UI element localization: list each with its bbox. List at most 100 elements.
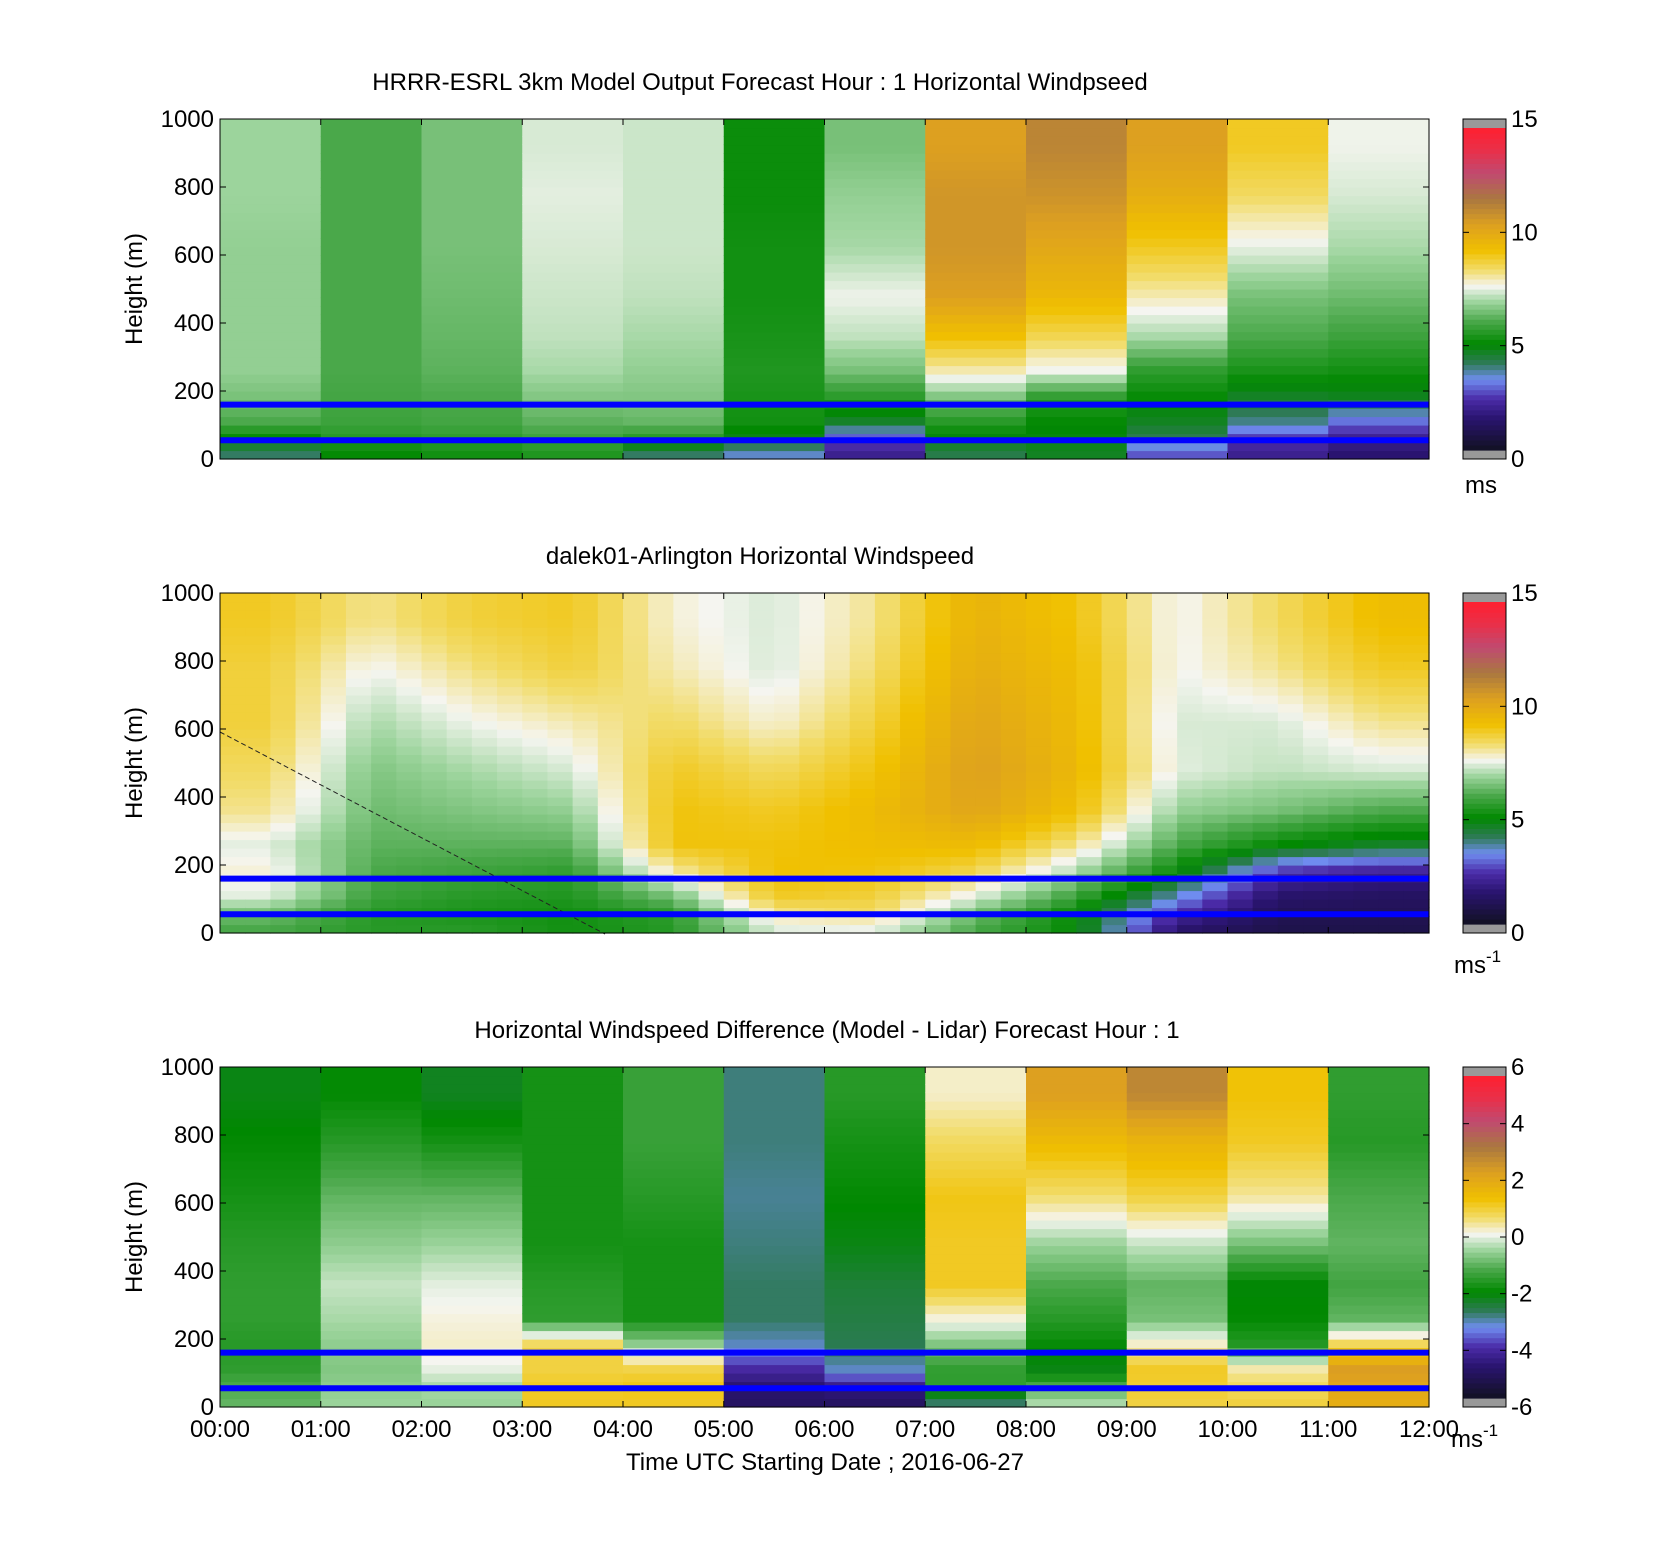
heatmap-cell: [950, 746, 977, 756]
heatmap-cell: [1328, 204, 1430, 214]
heatmap-cell: [1101, 882, 1128, 892]
heatmap-cell: [623, 195, 725, 205]
heatmap-cell: [1227, 348, 1329, 358]
colorbar-segment: [1463, 1317, 1506, 1324]
heatmap-cell: [446, 618, 473, 628]
colorbar-segment: [1463, 1231, 1506, 1238]
heatmap-cell: [1126, 331, 1229, 341]
heatmap-cell: [245, 720, 271, 730]
heatmap-cell: [1353, 831, 1380, 841]
heatmap-cell: [824, 442, 926, 452]
heatmap-cell: [1026, 255, 1128, 265]
heatmap-cell: [723, 856, 750, 866]
heatmap-cell: [774, 763, 800, 773]
heatmap-cell: [925, 263, 1027, 273]
heatmap-cell: [1177, 882, 1203, 892]
heatmap-cell: [220, 1296, 322, 1306]
heatmap-cell: [1151, 669, 1178, 679]
heatmap-cell: [799, 686, 826, 696]
heatmap-cell: [421, 170, 523, 180]
heatmap-cell: [220, 340, 322, 350]
heatmap-cell: [1126, 916, 1153, 926]
heatmap-cell: [1227, 856, 1254, 866]
x-tick-label: 09:00: [1097, 1416, 1157, 1443]
heatmap-cell: [320, 848, 347, 858]
heatmap-cell: [220, 127, 322, 137]
heatmap-cell: [673, 865, 700, 875]
heatmap-cell: [1328, 331, 1430, 341]
heatmap-cell: [1303, 899, 1329, 909]
heatmap-cell: [572, 865, 599, 875]
heatmap-cell: [1051, 695, 1077, 705]
heatmap-cell: [925, 153, 1027, 163]
heatmap-cell: [1026, 246, 1128, 256]
heatmap-cell: [1026, 1313, 1128, 1323]
heatmap-cell: [849, 695, 876, 705]
heatmap-cell: [748, 788, 775, 798]
heatmap-cell: [1227, 238, 1329, 248]
heatmap-cell: [1202, 822, 1229, 832]
heatmap-cell: [497, 822, 523, 832]
heatmap-cell: [723, 1203, 826, 1213]
heatmap-cell: [1126, 161, 1229, 171]
heatmap-cell: [849, 805, 876, 815]
heatmap-cell: [799, 754, 826, 764]
heatmap-cell: [1202, 669, 1229, 679]
heatmap-cell: [1328, 1067, 1430, 1077]
heatmap-cell: [698, 814, 725, 824]
heatmap-cell: [421, 661, 448, 671]
heatmap-cell: [723, 1092, 826, 1102]
heatmap-cell: [220, 272, 322, 282]
heatmap-cell: [446, 788, 473, 798]
heatmap-cell: [1101, 916, 1128, 926]
heatmap-cell: [1227, 754, 1254, 764]
heatmap-cell: [1328, 127, 1430, 137]
heatmap-cell: [371, 601, 397, 611]
heatmap-cell: [900, 652, 926, 662]
heatmap-cell: [623, 797, 649, 807]
heatmap-cell: [723, 178, 826, 188]
heatmap-cell: [220, 805, 246, 815]
heatmap-cell: [295, 678, 322, 688]
heatmap-cell: [774, 652, 800, 662]
heatmap-cell: [849, 890, 876, 900]
heatmap-cell: [245, 856, 271, 866]
heatmap-cell: [824, 416, 926, 426]
colorbar-segment: [1463, 637, 1506, 643]
heatmap-cell: [673, 678, 700, 688]
heatmap-cell: [1202, 814, 1229, 824]
heatmap-cell: [723, 255, 826, 265]
heatmap-cell: [723, 1271, 826, 1281]
heatmap-cell: [900, 669, 926, 679]
heatmap-cell: [320, 1135, 423, 1145]
heatmap-cell: [497, 788, 523, 798]
heatmap-cell: [1227, 314, 1329, 324]
heatmap-cell: [446, 763, 473, 773]
heatmap-cell: [623, 391, 725, 401]
heatmap-cell: [1328, 644, 1355, 654]
heatmap-cell: [220, 1330, 322, 1340]
heatmap-cell: [1026, 1075, 1128, 1085]
heatmap-cell: [925, 669, 952, 679]
heatmap-cell: [572, 703, 599, 713]
heatmap-cell: [1277, 848, 1304, 858]
heatmap-cell: [1000, 805, 1027, 815]
heatmap-cell: [1328, 297, 1430, 307]
heatmap-cell: [723, 814, 750, 824]
heatmap-cell: [648, 712, 674, 722]
heatmap-cell: [1227, 365, 1329, 375]
heatmap-cell: [623, 924, 649, 934]
heatmap-cell: [421, 323, 523, 333]
heatmap-cell: [925, 1322, 1027, 1332]
heatmap-cell: [270, 865, 297, 875]
heatmap-cell: [1126, 1288, 1229, 1298]
heatmap-cell: [774, 686, 800, 696]
heatmap-cell: [849, 848, 876, 858]
heatmap-cell: [446, 652, 473, 662]
heatmap-cell: [925, 144, 1027, 154]
heatmap-cell: [471, 703, 498, 713]
heatmap-cell: [925, 601, 952, 611]
heatmap-cell: [421, 695, 448, 705]
heatmap-cell: [1227, 1160, 1329, 1170]
heatmap-cell: [1126, 297, 1229, 307]
